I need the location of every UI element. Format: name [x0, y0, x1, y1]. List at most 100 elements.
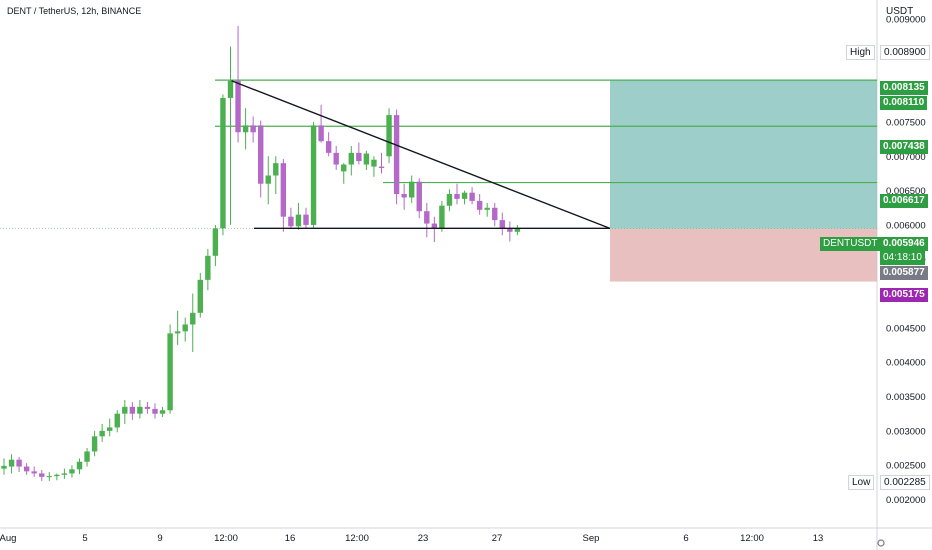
candle-body	[424, 211, 430, 224]
candle-body	[310, 125, 317, 225]
candle-body	[197, 279, 203, 313]
candle-body	[409, 181, 415, 198]
candle-body	[469, 192, 475, 201]
candle-body	[220, 97, 226, 229]
candle-body	[16, 459, 22, 467]
candle-body	[265, 175, 271, 184]
candle-body	[227, 80, 234, 98]
candle-body	[69, 469, 75, 474]
candle-body	[250, 125, 256, 133]
candle-body	[507, 228, 513, 232]
high-label: High	[846, 45, 875, 60]
candle-body	[356, 152, 362, 162]
candle-body	[393, 115, 400, 195]
y-tick-label: 0.002500	[886, 461, 926, 472]
candle-body	[446, 194, 453, 206]
symbol-tag: DENTUSDT	[820, 237, 881, 251]
candle-body	[371, 159, 377, 167]
y-tick-label: 0.003000	[886, 426, 926, 437]
candle-body	[84, 451, 90, 462]
candle-body	[122, 406, 128, 414]
candle-body	[273, 163, 279, 176]
y-tick-label: 0.007000	[886, 152, 926, 163]
profit-zone[interactable]	[610, 80, 877, 229]
candle-body	[23, 466, 30, 472]
candle-body	[190, 312, 196, 325]
candle-body	[137, 406, 143, 414]
x-tick-label: Sep	[583, 533, 600, 544]
target-tag-upper: 0.008135	[880, 81, 928, 95]
candle-body	[386, 115, 392, 157]
candle-body	[91, 436, 98, 452]
level-tag-5: 0.005877	[880, 266, 928, 280]
candle-body	[258, 125, 264, 184]
x-tick-label: 27	[492, 533, 503, 544]
candle-body	[144, 406, 151, 409]
y-tick-label: 0.007500	[886, 117, 926, 128]
candle-body	[280, 163, 287, 217]
descending-trendline[interactable]	[231, 80, 611, 230]
high-value: 0.008900	[880, 45, 930, 60]
candle-body	[99, 430, 105, 437]
x-tick-label: 23	[418, 533, 429, 544]
candle-body	[174, 331, 181, 334]
candle-body	[242, 125, 249, 133]
candle-body	[333, 152, 339, 165]
x-tick-label: 12:00	[740, 533, 764, 544]
y-tick-label: 0.004000	[886, 358, 926, 369]
candle-body	[167, 333, 173, 411]
candle-body	[303, 214, 309, 225]
candle-body	[61, 473, 68, 475]
candle-body	[235, 80, 241, 133]
x-tick-label: 13	[813, 533, 824, 544]
low-label: Low	[848, 475, 875, 490]
settings-icon[interactable]	[876, 538, 886, 548]
candle-body	[8, 459, 15, 467]
candle-body	[431, 223, 438, 229]
candle-body	[439, 205, 445, 229]
candle-body	[348, 152, 354, 165]
x-tick-label: 6	[683, 533, 688, 544]
candle-body	[378, 166, 385, 168]
candle-body	[31, 471, 37, 474]
x-tick-label: 12:00	[345, 533, 369, 544]
level-tag-2: 0.007438	[880, 140, 928, 154]
candle-body	[499, 220, 505, 229]
y-tick-label: 0.006000	[886, 220, 926, 231]
currency-label[interactable]: USDT	[886, 6, 914, 17]
candle-body	[46, 476, 52, 478]
y-tick-label: 0.006500	[886, 186, 926, 197]
x-tick-label: 5	[82, 533, 87, 544]
x-tick-label: 12:00	[214, 533, 238, 544]
countdown-tag: 04:18:10	[880, 251, 925, 265]
candle-body	[454, 194, 460, 199]
candle-body	[476, 200, 483, 210]
y-tick-label: 0.003500	[886, 392, 926, 403]
candle-body	[288, 216, 294, 227]
candle-body	[461, 192, 468, 199]
y-tick-label: 0.004500	[886, 323, 926, 334]
candle-body	[341, 164, 347, 172]
current-price-tag: 0.005946	[880, 237, 928, 251]
candle-body	[107, 427, 113, 431]
candle-body	[212, 228, 219, 256]
low-value: 0.002285	[880, 475, 930, 490]
x-tick-label: 9	[157, 533, 162, 544]
candle-body	[492, 207, 498, 221]
y-tick-label: 0.009000	[886, 15, 926, 26]
stop-tag: 0.005175	[880, 288, 928, 302]
level-tag-3: 0.006617	[880, 194, 928, 208]
candle-body	[114, 413, 120, 428]
y-tick-label: 0.002000	[886, 495, 926, 506]
candle-body	[205, 255, 211, 280]
candle-body	[484, 207, 490, 210]
candle-body	[54, 474, 60, 477]
candle-body	[182, 324, 188, 332]
x-tick-label: 16	[285, 533, 296, 544]
candle-body	[416, 181, 422, 212]
candle-body	[1, 465, 7, 469]
candle-body	[39, 473, 45, 477]
symbol-title: DENT / TetherUS, 12h, BINANCE	[5, 6, 144, 16]
candle-body	[325, 141, 332, 153]
